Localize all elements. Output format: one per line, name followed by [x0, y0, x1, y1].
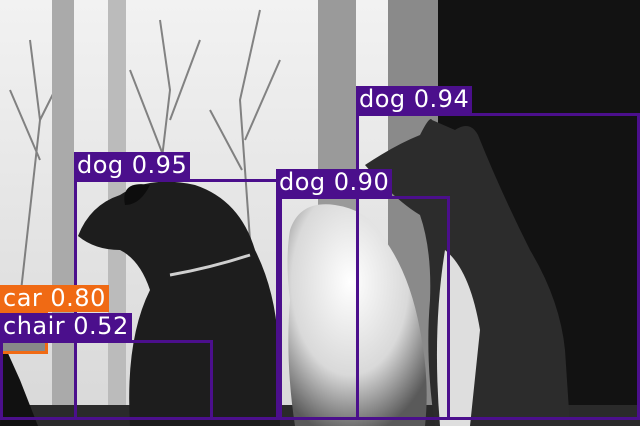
bbox-dog: [356, 113, 640, 420]
bbox-label-dog: dog 0.90: [276, 169, 393, 196]
bbox-chair: [0, 340, 213, 420]
bbox-label-dog: dog 0.94: [356, 86, 473, 113]
bbox-label-car: car 0.80: [0, 285, 109, 312]
dog-collar: [169, 253, 251, 277]
collie-dog: [365, 119, 570, 426]
chair-silhouette: [0, 340, 38, 426]
dark-dog: [78, 181, 280, 426]
dark-dog-ear: [124, 184, 150, 205]
bbox-label-chair: chair 0.52: [0, 313, 132, 340]
bbox-label-dog: dog 0.95: [74, 152, 191, 179]
bbox-dog: [276, 196, 450, 420]
